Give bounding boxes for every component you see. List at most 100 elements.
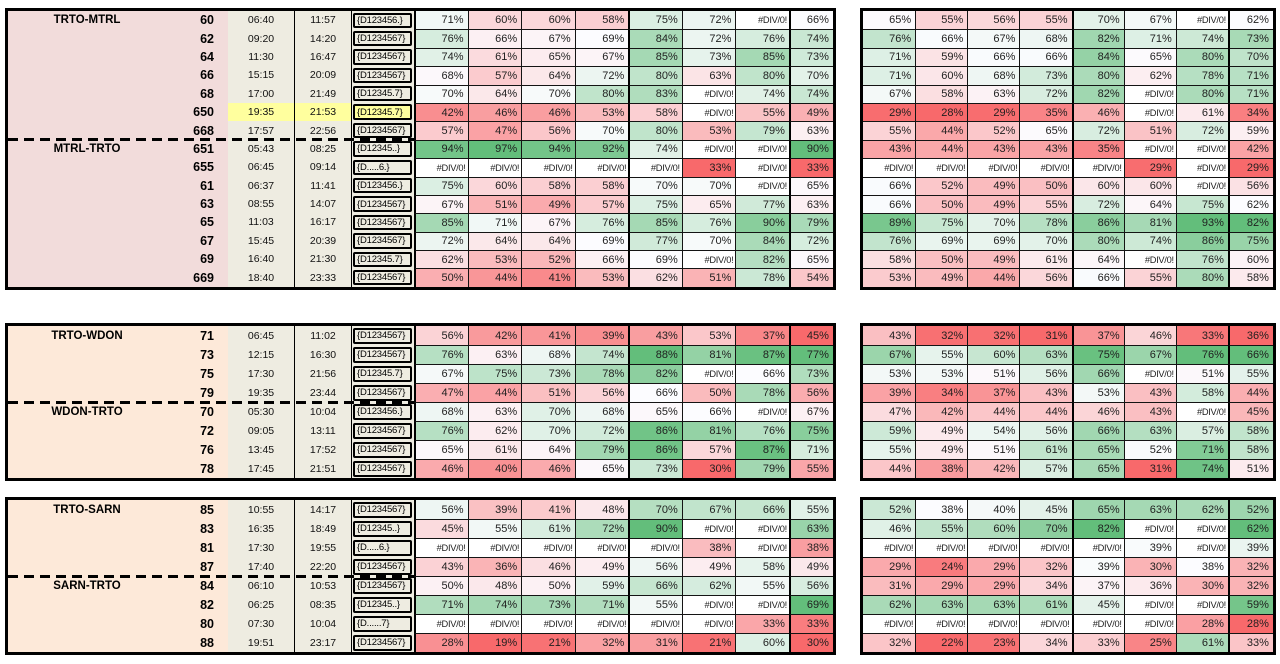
percentage-cell[interactable]: 64% — [467, 231, 522, 251]
percentage-cell[interactable]: 69% — [628, 250, 682, 269]
arrival-time-cell[interactable]: 08:25 — [294, 139, 351, 159]
percentage-cell[interactable]: #DIV/0! — [574, 158, 629, 177]
percentage-cell[interactable]: #DIV/0! — [1175, 538, 1228, 557]
percentage-cell[interactable]: 57% — [681, 440, 736, 459]
percentage-cell[interactable]: 57% — [467, 66, 522, 85]
percentage-cell[interactable]: 47% — [863, 402, 916, 421]
train-number-cell[interactable]: 70 — [166, 402, 228, 421]
percentage-cell[interactable]: 92% — [574, 139, 629, 159]
percentage-cell[interactable]: 84% — [628, 29, 682, 48]
percentage-cell[interactable]: 63% — [967, 84, 1020, 103]
departure-time-cell[interactable]: 06:37 — [228, 176, 294, 195]
percentage-cell[interactable]: 75% — [628, 11, 682, 30]
percentage-cell[interactable]: 62% — [628, 268, 682, 287]
percentage-cell[interactable]: 39% — [467, 500, 522, 519]
departure-time-cell[interactable]: 17:30 — [228, 538, 294, 557]
percentage-cell[interactable]: #DIV/0! — [681, 364, 736, 383]
percentage-cell[interactable]: 59% — [863, 421, 916, 440]
route-label-cell[interactable]: TRTO-SARN — [8, 500, 166, 519]
percentage-cell[interactable]: 34% — [915, 383, 968, 402]
percentage-cell[interactable]: 53% — [1071, 383, 1124, 402]
percentage-cell[interactable]: 74% — [1175, 459, 1228, 478]
percentage-cell[interactable]: 73% — [681, 47, 736, 67]
percentage-cell[interactable]: 57% — [414, 121, 468, 140]
percentage-cell[interactable]: 70% — [681, 231, 736, 251]
percentage-cell[interactable]: #DIV/0! — [681, 139, 736, 159]
percentage-cell[interactable]: 58% — [1175, 383, 1228, 402]
percentage-cell[interactable]: 74% — [628, 139, 682, 159]
route-label-cell[interactable] — [8, 459, 166, 478]
percentage-cell[interactable]: 70% — [521, 402, 575, 421]
arrival-time-cell[interactable]: 21:51 — [294, 459, 351, 478]
route-label-cell[interactable] — [8, 158, 166, 177]
percentage-cell[interactable]: 40% — [967, 500, 1020, 519]
percentage-cell[interactable]: 71% — [863, 47, 916, 67]
departure-time-cell[interactable]: 17:40 — [228, 557, 294, 576]
percentage-cell[interactable]: 41% — [521, 268, 575, 287]
percentage-cell[interactable]: 56% — [414, 500, 468, 519]
percentage-cell[interactable]: 86% — [1071, 213, 1124, 232]
percentage-cell[interactable]: 58% — [1227, 440, 1273, 459]
percentage-cell[interactable]: 70% — [521, 421, 575, 440]
percentage-cell[interactable]: 49% — [788, 557, 833, 576]
percentage-cell[interactable]: 37% — [967, 383, 1020, 402]
percentage-cell[interactable]: 55% — [467, 519, 522, 538]
arrival-time-cell[interactable]: 11:41 — [294, 176, 351, 195]
arrival-time-cell[interactable]: 21:49 — [294, 84, 351, 103]
percentage-cell[interactable]: #DIV/0! — [863, 614, 916, 633]
percentage-cell[interactable]: 43% — [1019, 139, 1072, 159]
percentage-cell[interactable]: 24% — [915, 557, 968, 576]
percentage-cell[interactable]: 64% — [521, 440, 575, 459]
train-number-cell[interactable]: 655 — [166, 158, 228, 177]
percentage-cell[interactable]: 51% — [681, 268, 736, 287]
percentage-cell[interactable]: 53% — [915, 364, 968, 383]
day-pattern-cell[interactable]: {D1234567} — [351, 557, 414, 576]
percentage-cell[interactable]: 58% — [863, 250, 916, 269]
percentage-cell[interactable]: 72% — [574, 421, 629, 440]
day-pattern-cell[interactable]: {D.....6.} — [351, 538, 414, 557]
percentage-cell[interactable]: 33% — [788, 614, 833, 633]
percentage-cell[interactable]: #DIV/0! — [967, 538, 1020, 557]
arrival-time-cell[interactable]: 14:07 — [294, 194, 351, 214]
arrival-time-cell[interactable]: 09:14 — [294, 158, 351, 177]
percentage-cell[interactable]: 67% — [521, 213, 575, 232]
percentage-cell[interactable]: 72% — [681, 29, 736, 48]
departure-time-cell[interactable]: 05:30 — [228, 402, 294, 421]
train-number-cell[interactable]: 69 — [166, 250, 228, 269]
percentage-cell[interactable]: 33% — [681, 158, 736, 177]
route-label-cell[interactable] — [8, 633, 166, 652]
percentage-cell[interactable]: 50% — [915, 194, 968, 214]
percentage-cell[interactable]: #DIV/0! — [1123, 250, 1176, 269]
percentage-cell[interactable]: 45% — [414, 519, 468, 538]
percentage-cell[interactable]: 51% — [521, 383, 575, 402]
route-label-cell[interactable] — [8, 383, 166, 402]
percentage-cell[interactable]: 70% — [1071, 11, 1124, 30]
percentage-cell[interactable]: 48% — [467, 576, 522, 595]
percentage-cell[interactable]: 80% — [1175, 47, 1228, 67]
percentage-cell[interactable]: 45% — [788, 326, 833, 345]
percentage-cell[interactable]: 94% — [414, 139, 468, 159]
percentage-cell[interactable]: #DIV/0! — [1175, 402, 1228, 421]
percentage-cell[interactable]: 52% — [521, 250, 575, 269]
departure-time-cell[interactable]: 09:05 — [228, 421, 294, 440]
percentage-cell[interactable]: #DIV/0! — [735, 595, 789, 614]
percentage-cell[interactable]: 76% — [414, 421, 468, 440]
percentage-cell[interactable]: 49% — [967, 176, 1020, 195]
percentage-cell[interactable]: 43% — [628, 326, 682, 345]
percentage-cell[interactable]: 71% — [788, 440, 833, 459]
day-pattern-cell[interactable]: {D1234567} — [351, 268, 414, 287]
train-number-cell[interactable]: 64 — [166, 47, 228, 67]
percentage-cell[interactable]: 65% — [1071, 459, 1124, 478]
percentage-cell[interactable]: 75% — [915, 213, 968, 232]
percentage-cell[interactable]: 64% — [521, 66, 575, 85]
percentage-cell[interactable]: 65% — [574, 459, 629, 478]
percentage-cell[interactable]: 72% — [1175, 121, 1228, 140]
percentage-cell[interactable]: 66% — [681, 402, 736, 421]
percentage-cell[interactable]: 49% — [915, 421, 968, 440]
percentage-cell[interactable]: 74% — [467, 595, 522, 614]
percentage-cell[interactable]: 51% — [967, 440, 1020, 459]
departure-time-cell[interactable]: 12:15 — [228, 345, 294, 364]
departure-time-cell[interactable]: 06:45 — [228, 158, 294, 177]
percentage-cell[interactable]: 62% — [1227, 519, 1273, 538]
percentage-cell[interactable]: #DIV/0! — [1071, 158, 1124, 177]
